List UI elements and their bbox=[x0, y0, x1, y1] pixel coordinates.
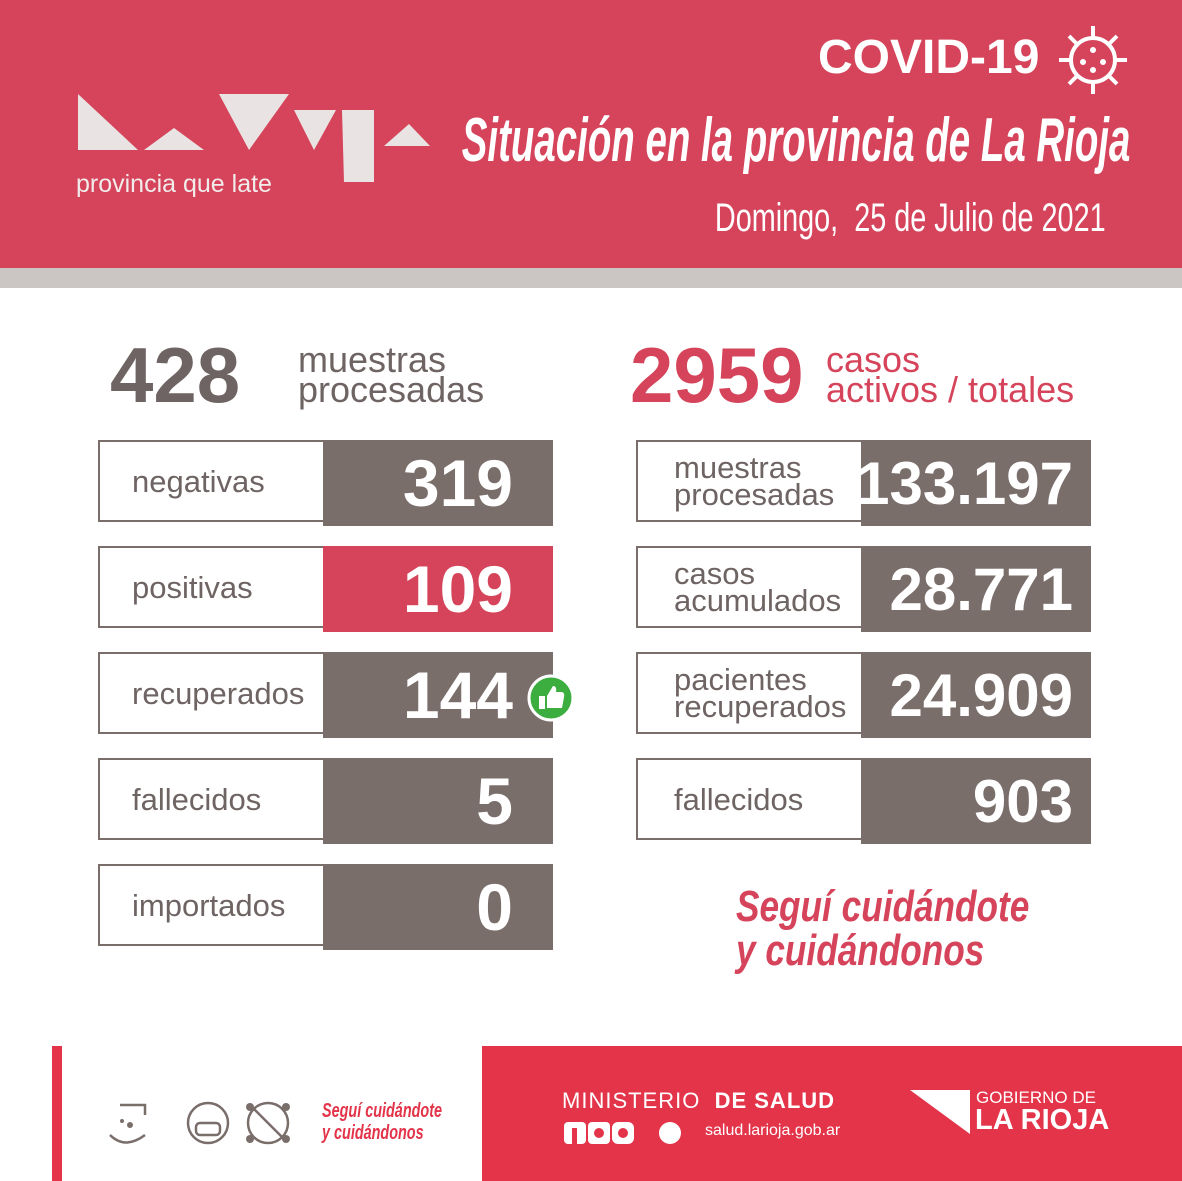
ministry-name: MINISTERIO bbox=[562, 1088, 701, 1113]
gov-name: LA RIOJA bbox=[975, 1104, 1110, 1136]
stat-label: recuperados bbox=[98, 652, 323, 734]
label-line: importados bbox=[132, 887, 286, 923]
stat-label: casos acumulados bbox=[636, 546, 861, 628]
slogan-line: y cuidándonos bbox=[322, 1122, 424, 1144]
ministry-bold: DE SALUD bbox=[714, 1088, 836, 1113]
label-line: muestras bbox=[674, 450, 802, 485]
stat-label: negativas bbox=[98, 440, 323, 522]
label-line: casos bbox=[826, 339, 921, 380]
slogan: Seguí cuidándote y cuidándonos bbox=[736, 885, 1029, 973]
slogan-line: Seguí cuidándote bbox=[736, 882, 1030, 931]
label-line: pacientes bbox=[674, 662, 807, 697]
stat-row: muestras procesadas 133.197 bbox=[636, 440, 1091, 526]
title: Situación en la provincia de La Rioja bbox=[461, 106, 1130, 175]
stat-value: 109 bbox=[323, 546, 553, 632]
label-line: fallecidos bbox=[132, 781, 262, 817]
label-line: casos bbox=[674, 556, 755, 591]
stat-row: recuperados 144 bbox=[98, 652, 553, 738]
label-line: negativas bbox=[132, 463, 265, 499]
virus-icon bbox=[1059, 26, 1127, 94]
header-strip bbox=[0, 268, 1182, 288]
stat-value: 24.909 bbox=[861, 652, 1091, 738]
ministry: MINISTERIO DE SALUD bbox=[562, 1088, 835, 1114]
label-line: recuperados bbox=[132, 675, 305, 711]
daily-total-label: muestras procesadas bbox=[298, 339, 485, 410]
social-icons[interactable] bbox=[564, 1120, 704, 1146]
slogan-line: Seguí cuidándote bbox=[322, 1100, 443, 1122]
label-line: procesadas bbox=[298, 369, 485, 410]
cumulative-total: 2959 bbox=[630, 331, 804, 419]
label-line: recuperados bbox=[674, 689, 847, 724]
header-band bbox=[0, 0, 1182, 268]
logo-mark bbox=[78, 94, 430, 182]
stat-label: pacientes recuperados bbox=[636, 652, 861, 734]
label-line: procesadas bbox=[674, 477, 835, 512]
stat-label: fallecidos bbox=[636, 758, 861, 840]
stat-value: 28.771 bbox=[861, 546, 1091, 632]
cumulative-total-label: casos activos / totales bbox=[826, 339, 1075, 410]
stat-row: fallecidos 903 bbox=[636, 758, 1091, 844]
stat-value: 319 bbox=[323, 440, 553, 526]
stat-value: 903 bbox=[861, 758, 1091, 844]
stat-label: muestras procesadas bbox=[636, 440, 861, 522]
stat-label: positivas bbox=[98, 546, 323, 628]
stat-row: negativas 319 bbox=[98, 440, 553, 526]
stat-value: 0 bbox=[323, 864, 553, 950]
label-line: positivas bbox=[132, 569, 253, 605]
logo-tagline: provincia que late bbox=[76, 170, 272, 198]
label-line: activos / totales bbox=[826, 369, 1075, 410]
stat-label: fallecidos bbox=[98, 758, 323, 840]
slogan-line: y cuidándonos bbox=[736, 926, 985, 975]
stat-label: importados bbox=[98, 864, 323, 946]
stat-row: positivas 109 bbox=[98, 546, 553, 632]
date: Domingo, 25 de Julio de 2021 bbox=[715, 196, 1106, 240]
stat-row: casos acumulados 28.771 bbox=[636, 546, 1091, 632]
label-line: acumulados bbox=[674, 583, 842, 618]
stat-value: 133.197 bbox=[856, 440, 1091, 526]
badge: COVID-19 bbox=[818, 31, 1040, 84]
thumbs-up-icon bbox=[527, 674, 575, 722]
stat-row: fallecidos 5 bbox=[98, 758, 553, 844]
website[interactable]: salud.larioja.gob.ar bbox=[705, 1122, 841, 1139]
daily-total: 428 bbox=[110, 331, 241, 419]
label-line: muestras bbox=[298, 339, 447, 380]
stat-value: 5 bbox=[323, 758, 553, 844]
gov-top: GOBIERNO DE bbox=[976, 1088, 1096, 1107]
footer-slogan: Seguí cuidándote y cuidándonos bbox=[322, 1100, 442, 1144]
gov-logo bbox=[910, 1090, 970, 1134]
stat-value: 144 bbox=[323, 652, 553, 738]
care-icons bbox=[109, 1101, 290, 1145]
stat-row: importados 0 bbox=[98, 864, 553, 950]
footer-accent bbox=[52, 1046, 62, 1181]
footer-band bbox=[482, 1046, 1182, 1181]
stat-row: pacientes recuperados 24.909 bbox=[636, 652, 1091, 738]
label-line: fallecidos bbox=[674, 781, 804, 817]
